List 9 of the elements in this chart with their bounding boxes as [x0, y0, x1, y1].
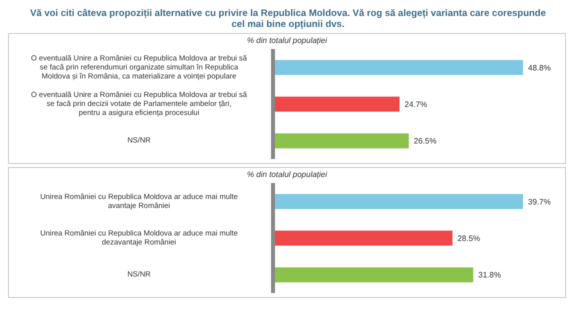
data-label: 26.5%: [414, 136, 436, 146]
data-label: 39.7%: [528, 197, 551, 206]
data-label: 48.8%: [528, 63, 551, 72]
data-label: 28.5%: [457, 234, 480, 244]
data-label: 31.8%: [478, 270, 501, 280]
chart-title: Vă voi citi câteva propoziții alternative cu privire la Republica Moldova. Vă rog să alegeți varianta care corespunde cel mai bine opțiunii dvs.: [29, 8, 547, 30]
data-label: 24.7%: [404, 100, 428, 110]
chart-subtitle: % din totalul populației: [246, 36, 328, 45]
chart-subtitle: % din totalul populației: [246, 170, 328, 179]
